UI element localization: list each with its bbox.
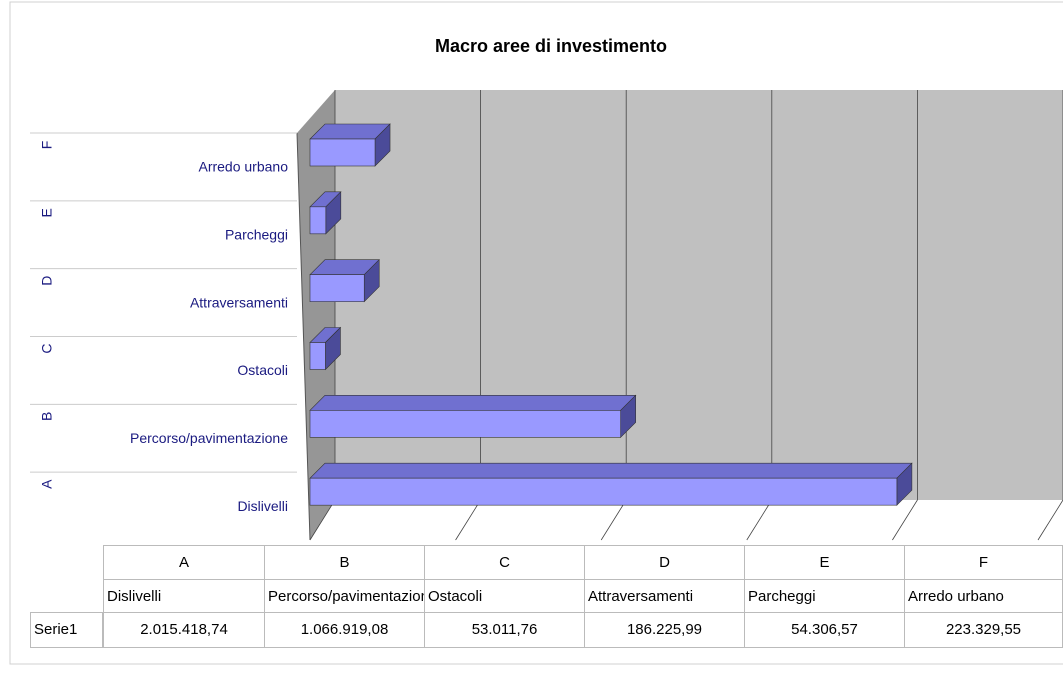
category-letter: E — [39, 208, 55, 217]
bar — [309, 138, 376, 167]
chart-border — [9, 1, 1063, 665]
bar-top — [309, 462, 913, 479]
bar-top — [309, 395, 637, 411]
table-cell: B — [265, 545, 425, 580]
category-label: Dislivelli — [237, 498, 288, 514]
table-cell: D — [585, 545, 745, 580]
table-cell: Attraversamenti — [585, 580, 745, 613]
category-label: Percorso/pavimentazione — [130, 430, 288, 446]
floor-grid-line — [746, 499, 773, 541]
floor-grid-line — [455, 499, 481, 541]
category-label: Arredo urbano — [198, 159, 288, 175]
category-label: Parcheggi — [225, 227, 288, 243]
table-cell: Arredo urbano — [905, 580, 1063, 613]
bar — [309, 410, 621, 438]
floor-grid-line — [1037, 499, 1063, 541]
table-cell: Dislivelli — [103, 580, 265, 613]
bar — [309, 477, 898, 506]
table-cell: E — [745, 545, 905, 580]
floor-grid-line — [309, 499, 336, 541]
table-cell: 2.015.418,74 — [103, 613, 265, 648]
table-cell: C — [425, 545, 585, 580]
floor-grid-line — [892, 499, 918, 541]
bar — [309, 206, 327, 235]
table-cell: F — [905, 545, 1063, 580]
table-cell: Ostacoli — [425, 580, 585, 613]
table-cell: A — [103, 545, 265, 580]
table-cell: Percorso/pavimentazione — [265, 580, 425, 613]
table-cell: 53.011,76 — [425, 613, 585, 648]
table-cell: Serie1 — [30, 613, 103, 648]
back-wall — [335, 90, 1063, 500]
floor-grid-line — [600, 499, 627, 541]
category-label: Ostacoli — [237, 362, 288, 378]
table-cell: 1.066.919,08 — [265, 613, 425, 648]
table-cell — [30, 545, 103, 580]
bar — [309, 274, 365, 302]
category-letter: F — [39, 141, 55, 150]
table-cell — [30, 580, 103, 613]
table-cell: 223.329,55 — [905, 613, 1063, 648]
table-cell: 54.306,57 — [745, 613, 905, 648]
bar — [309, 342, 326, 370]
category-letter: D — [39, 276, 55, 286]
table-cell: Parcheggi — [745, 580, 905, 613]
category-letter: C — [39, 343, 55, 353]
category-letter: B — [39, 412, 55, 421]
category-label: Attraversamenti — [190, 294, 288, 310]
table-cell: 186.225,99 — [585, 613, 745, 648]
axis-line — [296, 132, 311, 541]
chart-title: Macro aree di investimento — [435, 36, 667, 56]
category-letter: A — [39, 479, 55, 489]
